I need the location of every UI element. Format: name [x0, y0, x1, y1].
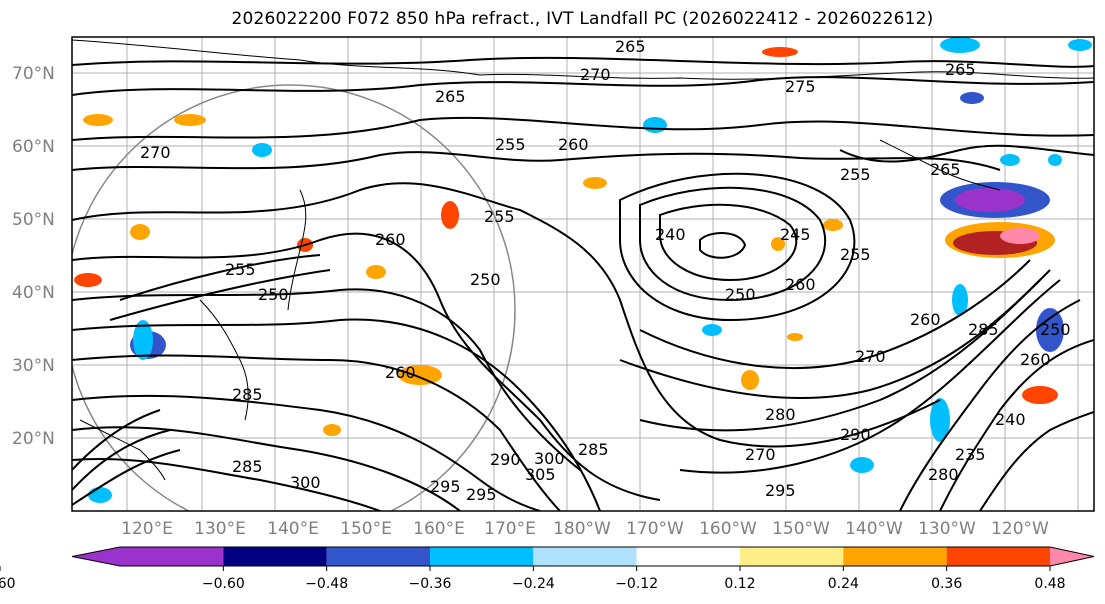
contour-label: 270	[855, 347, 886, 366]
lon-label: 150°W	[772, 519, 830, 539]
longitude-labels: 120°E 130°E 140°E 150°E 160°E 170°E 180°…	[121, 519, 1049, 539]
contour-label: 285	[232, 385, 263, 404]
contour-label: 240	[995, 410, 1026, 429]
contour-label: 265	[435, 87, 466, 106]
contour-label: 290	[840, 425, 871, 444]
colorbar-segment	[533, 547, 637, 566]
colorbar-tick-label: −0.36	[409, 576, 452, 592]
lon-label: 120°W	[991, 519, 1049, 539]
colorbar-tick-label: −0.12	[615, 576, 658, 592]
graticule	[72, 37, 1094, 511]
contour-label: 280	[928, 465, 959, 484]
lat-label: 40°N	[12, 283, 55, 303]
contour-label: 260	[558, 135, 589, 154]
colorbar-segment	[636, 547, 740, 566]
contour-label: 265	[615, 37, 646, 56]
colorbar-segment	[946, 547, 1050, 566]
colorbar-segment	[430, 547, 534, 566]
lon-label: 170°W	[626, 519, 684, 539]
contour-label: 285	[968, 320, 999, 339]
colorbar-tick-label: −0.48	[305, 576, 348, 592]
contour-label: 255	[225, 260, 256, 279]
lat-label: 50°N	[12, 210, 55, 230]
contour-label: 270	[580, 65, 611, 84]
contour-label: 295	[430, 477, 461, 496]
lat-label: 60°N	[12, 137, 55, 157]
contour-label: 300	[534, 449, 565, 468]
lon-label: 130°E	[194, 519, 246, 539]
colorbar: −0.60 −0.48 −0.36 −0.24 −0.12 0.12 0.24 0.36 0.4…	[0, 546, 1095, 592]
contour-label: 290	[490, 450, 521, 469]
contour-label: 260	[385, 363, 416, 382]
contour-label: 270	[745, 445, 776, 464]
colorbar-segment	[223, 547, 327, 566]
colorbar-tick-label: 0.36	[931, 576, 962, 592]
contour-label: 260	[785, 275, 816, 294]
lon-label: 140°W	[845, 519, 903, 539]
colorbar-tick-label: −0.60	[202, 576, 245, 592]
colorbar-tick-label: 0.12	[724, 576, 755, 592]
colorbar-segment	[1050, 547, 1094, 566]
contour-label: 235	[955, 445, 986, 464]
contour-label: 265	[945, 60, 976, 79]
colorbar-tick-label: 0.24	[828, 576, 859, 592]
lon-label: 120°E	[121, 519, 173, 539]
refractivity-shading	[74, 37, 1092, 503]
contour-label: 265	[930, 160, 961, 179]
contour-labels: 265 270 275 265 255 260 270 265 255 260 …	[140, 37, 1071, 504]
contour-label: 260	[910, 310, 941, 329]
lon-label: 160°W	[699, 519, 757, 539]
refractivity-contours	[72, 56, 1094, 511]
lon-label: 130°W	[918, 519, 976, 539]
colorbar-segment	[843, 547, 947, 566]
contour-label: 285	[232, 457, 263, 476]
contour-label: 245	[780, 225, 811, 244]
contour-label: 250	[1040, 320, 1071, 339]
lon-label: 140°E	[267, 519, 319, 539]
contour-label: 240	[655, 225, 686, 244]
colorbar-tick-label: 0.48	[1034, 576, 1065, 592]
contour-label: 305	[525, 465, 556, 484]
colorbar-segment	[72, 547, 224, 566]
contour-label: 250	[258, 285, 289, 304]
contour-label: 270	[140, 143, 171, 162]
lon-label: 160°E	[413, 519, 465, 539]
colorbar-tick-label: −0.24	[512, 576, 555, 592]
lat-label: 30°N	[12, 356, 55, 376]
map-title: 2026022200 F072 850 hPa refract., IVT La…	[231, 9, 934, 29]
map-frame	[71, 36, 1095, 512]
map-plot-area	[72, 37, 1094, 511]
lon-label: 180°W	[553, 519, 611, 539]
lat-label: 70°N	[12, 64, 55, 84]
coastlines	[72, 39, 1094, 481]
contour-label: 285	[578, 440, 609, 459]
lon-label: 170°E	[484, 519, 536, 539]
contour-label: 300	[290, 473, 321, 492]
latitude-labels: 70°N 60°N 50°N 40°N 30°N 20°N	[12, 64, 55, 449]
contour-label: 250	[725, 285, 756, 304]
contour-label: 255	[484, 207, 515, 226]
contour-label: 280	[765, 405, 796, 424]
colorbar-segment	[740, 547, 844, 566]
contour-label: 255	[840, 245, 871, 264]
colorbar-segment	[326, 547, 430, 566]
contour-label: 295	[765, 481, 796, 500]
lon-label: 150°E	[340, 519, 392, 539]
contour-label: 255	[840, 165, 871, 184]
colorbar-tick-label: 0.60	[0, 576, 16, 592]
contour-label: 260	[375, 230, 406, 249]
contour-label: 275	[785, 77, 816, 96]
contour-label: 255	[495, 135, 526, 154]
landfall-radius-circle	[72, 84, 516, 511]
contour-label: 250	[470, 270, 501, 289]
lat-label: 20°N	[12, 429, 55, 449]
contour-label: 260	[1020, 350, 1051, 369]
contour-label: 295	[466, 485, 497, 504]
colorbar-outline	[71, 546, 1095, 567]
